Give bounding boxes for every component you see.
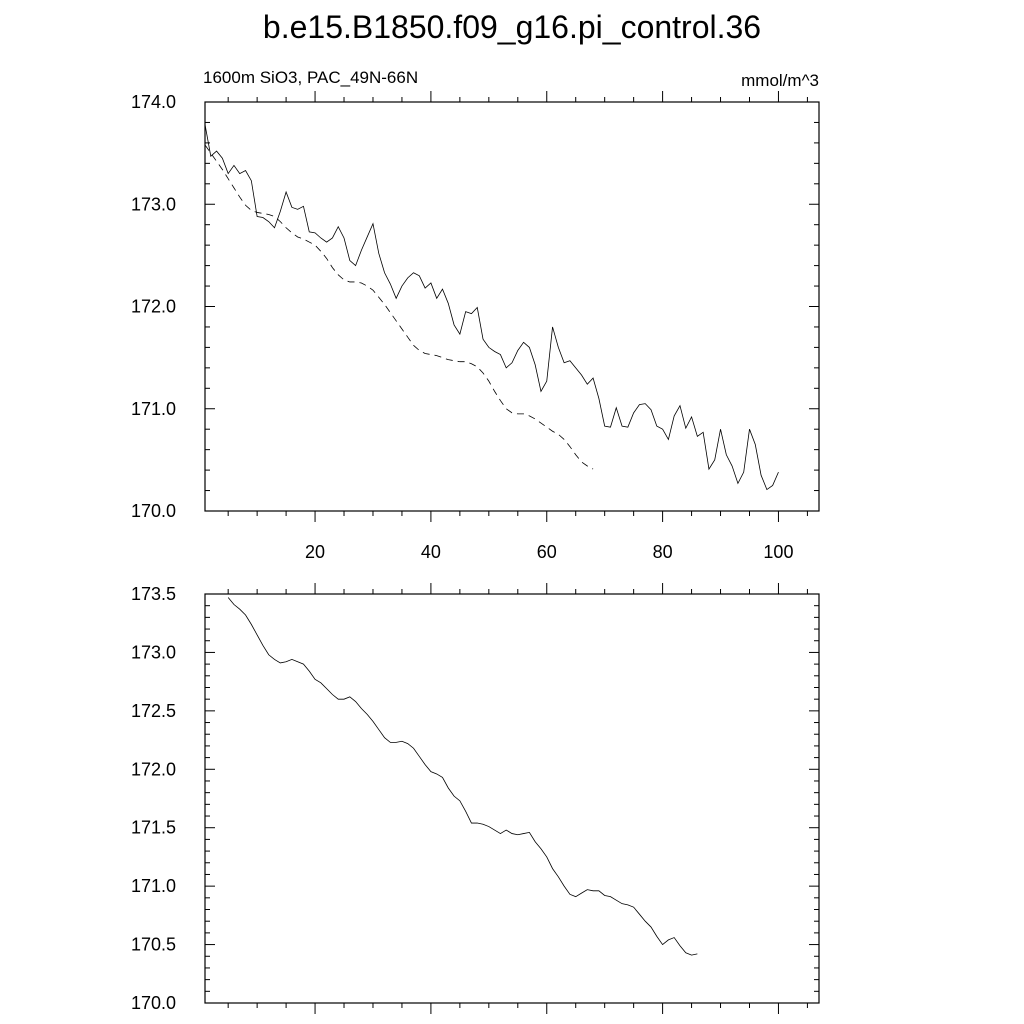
bottom-y-tick-label: 172.0 xyxy=(131,759,176,779)
top-plot-units: mmol/m^3 xyxy=(741,71,819,90)
top-x-tick-label: 100 xyxy=(763,542,793,562)
top-y-tick-label: 173.0 xyxy=(131,194,176,214)
top-y-tick-label: 171.0 xyxy=(131,399,176,419)
top-x-tick-label: 20 xyxy=(305,542,325,562)
bottom-plot-axes: 170.0 170.5 171.0 171.5 172.0 172.5 173.0 173.5 xyxy=(131,583,819,1014)
figure-title: b.e15.B1850.f09_g16.pi_control.36 xyxy=(263,9,761,45)
bottom-plot-panel: 170.0 170.5 171.0 171.5 172.0 172.5 173.0 173.5 xyxy=(131,583,820,1014)
bottom-y-tick-label: 173.5 xyxy=(131,584,176,604)
bottom-y-tick-label: 172.5 xyxy=(131,701,176,721)
top-plot-axes: 170.0 171.0 172.0 173.0 174.0 20 40 60 80 100 xyxy=(131,91,819,562)
bottom-y-tick-label: 171.5 xyxy=(131,818,176,838)
bottom-y-tick-label: 173.0 xyxy=(131,642,176,662)
top-y-tick-label: 170.0 xyxy=(131,501,176,521)
bottom-series-line xyxy=(227,597,698,956)
top-plot-subtitle-left: 1600m SiO3, PAC_49N-66N xyxy=(203,68,418,87)
top-x-tick-label: 60 xyxy=(537,542,557,562)
top-series-trend-line xyxy=(204,144,594,470)
top-y-tick-label: 174.0 xyxy=(131,92,176,112)
top-y-tick-label: 172.0 xyxy=(131,297,176,317)
top-x-tick-label: 80 xyxy=(653,542,673,562)
top-series-line xyxy=(204,124,779,491)
top-x-tick-label: 40 xyxy=(421,542,441,562)
bottom-y-tick-label: 171.0 xyxy=(131,876,176,896)
bottom-plot-frame xyxy=(204,593,820,1004)
top-plot-panel: 1600m SiO3, PAC_49N-66N mmol/m^3 170.017… xyxy=(131,68,820,562)
top-plot-frame xyxy=(204,101,820,512)
bottom-y-tick-label: 170.5 xyxy=(131,935,176,955)
bottom-y-tick-label: 170.0 xyxy=(131,993,176,1013)
